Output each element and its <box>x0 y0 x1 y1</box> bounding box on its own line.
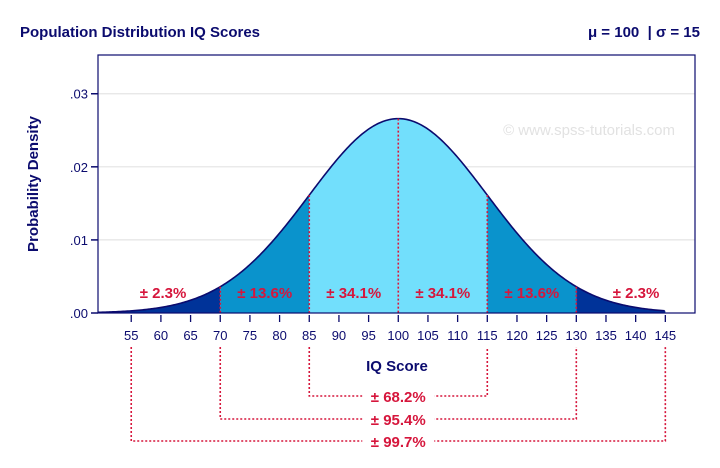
y-tick-label: .02 <box>70 160 88 175</box>
region-label: ± 34.1% <box>326 285 381 302</box>
x-tick-label: 60 <box>154 328 168 343</box>
region-0 <box>98 286 221 313</box>
region-5 <box>576 286 666 313</box>
y-axis: .00 .01 .02 .03 <box>70 87 98 321</box>
x-tick-label: 85 <box>302 328 316 343</box>
y-tick-label: .00 <box>70 306 88 321</box>
bracket-label: ± 95.4% <box>371 412 426 429</box>
region-label: ± 13.6% <box>504 285 559 302</box>
region-label: ± 13.6% <box>237 285 292 302</box>
x-tick-label: 140 <box>625 328 647 343</box>
region-3 <box>398 118 488 313</box>
x-tick-label: 125 <box>536 328 558 343</box>
sd-dividers <box>219 118 578 313</box>
y-tick-label: .03 <box>70 87 88 102</box>
x-tick-label: 55 <box>124 328 138 343</box>
x-tick-label: 115 <box>477 328 498 343</box>
x-tick-label: 110 <box>447 328 468 343</box>
bracket-label: ± 99.7% <box>371 434 426 451</box>
region-label: ± 2.3% <box>613 285 660 302</box>
plot-frame <box>97 54 696 314</box>
x-tick-label: 100 <box>387 328 409 343</box>
x-tick-label: 135 <box>595 328 617 343</box>
watermark: © www.spss-tutorials.com <box>503 122 675 139</box>
density-curve <box>97 117 665 314</box>
y-tick-label: .01 <box>70 233 88 248</box>
x-tick-label: 65 <box>183 328 197 343</box>
x-tick-label: 75 <box>243 328 257 343</box>
chart-title: Population Distribution IQ Scores <box>20 24 260 41</box>
bracket-label-bg <box>362 432 435 450</box>
x-tick-label: 120 <box>506 328 528 343</box>
x-axis-label: IQ Score <box>366 358 428 375</box>
x-tick-label: 105 <box>417 328 439 343</box>
x-tick-label: 90 <box>332 328 346 343</box>
bracket-line <box>219 347 578 420</box>
x-tick-label: 95 <box>361 328 375 343</box>
bracket-label-bg <box>362 387 435 405</box>
bracket-label: ± 68.2% <box>371 389 426 406</box>
x-axis: 55 60 65 70 75 80 85 90 95 100 105 110 115 120 125 130 1… <box>124 315 676 343</box>
sd-brackets: ± 68.2% ± 95.4% ± 99.7% <box>130 347 667 451</box>
density-regions <box>98 118 666 313</box>
y-axis-label: Probability Density <box>25 115 42 252</box>
region-2 <box>309 118 399 313</box>
x-tick-label: 80 <box>272 328 286 343</box>
region-label: ± 34.1% <box>415 285 470 302</box>
x-tick-label: 70 <box>213 328 227 343</box>
chart-parameters: μ = 100 | σ = 15 <box>588 24 700 41</box>
bracket-line <box>308 347 489 397</box>
x-tick-label: 145 <box>654 328 676 343</box>
bracket-label-bg <box>362 410 435 428</box>
region-labels: ± 2.3% ± 13.6% ± 34.1% ± 34.1% ± 13.6% ± 2.3% <box>140 285 660 302</box>
region-label: ± 2.3% <box>140 285 187 302</box>
x-tick-label: 130 <box>565 328 587 343</box>
